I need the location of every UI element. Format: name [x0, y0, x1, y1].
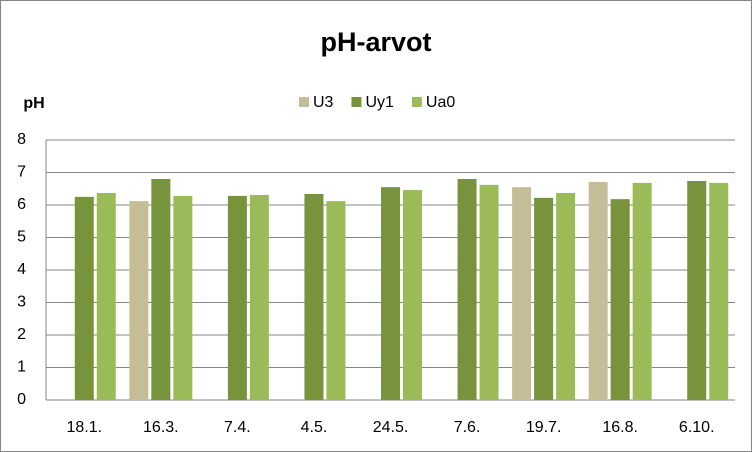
- y-tick-label: 6: [17, 196, 26, 213]
- x-tick-label: 7.4.: [224, 419, 251, 436]
- x-tick-label: 6.10.: [679, 419, 715, 436]
- bar: [403, 190, 422, 400]
- legend-swatch: [299, 97, 309, 107]
- bar: [479, 184, 499, 400]
- bar: [610, 199, 630, 400]
- y-tick-label: 8: [17, 131, 26, 148]
- x-tick-label: 18.1.: [66, 419, 102, 436]
- x-tick-label: 19.7.: [526, 419, 562, 436]
- y-axis-label: pH: [23, 95, 44, 112]
- bar: [74, 196, 94, 400]
- chart-title: pH-arvot: [320, 27, 431, 57]
- y-tick-label: 3: [17, 294, 26, 311]
- y-tick-label: 4: [17, 261, 26, 278]
- bar: [687, 180, 707, 400]
- legend: U3 Uy1 Ua0: [299, 94, 455, 111]
- y-tick-label: 0: [17, 391, 26, 408]
- y-tick-label: 5: [17, 229, 26, 246]
- x-tick-label: 24.5.: [373, 419, 409, 436]
- bar: [304, 193, 324, 400]
- legend-swatch: [351, 97, 362, 107]
- x-tick-label: 4.5.: [301, 419, 328, 436]
- bar: [556, 192, 576, 400]
- bar: [588, 181, 608, 400]
- y-tick-label: 2: [17, 326, 26, 343]
- x-tick-label: 16.8.: [602, 419, 638, 436]
- x-tick-label: 7.6.: [454, 419, 481, 436]
- bar: [96, 192, 116, 400]
- y-tick-label: 1: [17, 359, 26, 376]
- bar: [709, 182, 729, 400]
- legend-label: U3: [313, 94, 334, 111]
- bar: [381, 187, 400, 400]
- legend-label: Ua0: [426, 94, 455, 111]
- legend-label: Uy1: [365, 94, 394, 111]
- bar: [326, 201, 346, 400]
- bar: [151, 179, 171, 400]
- legend-swatch: [411, 97, 422, 107]
- bar: [457, 179, 477, 400]
- bar: [227, 195, 247, 400]
- bar: [173, 195, 193, 400]
- bar: [249, 194, 269, 400]
- bar: [512, 187, 532, 400]
- bar: [534, 197, 554, 400]
- x-tick-label: 16.3.: [143, 419, 179, 436]
- bar: [632, 182, 652, 400]
- y-tick-label: 7: [17, 164, 26, 181]
- bar: [129, 201, 149, 400]
